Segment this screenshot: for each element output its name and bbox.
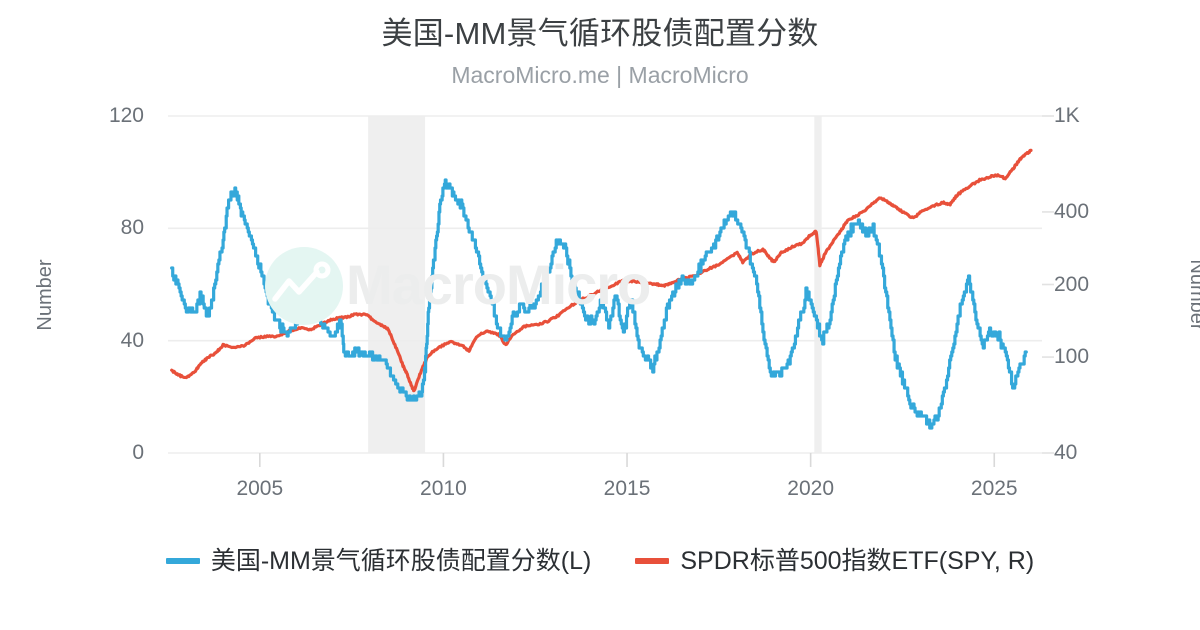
recession-band	[814, 116, 822, 453]
chart-subtitle: MacroMicro.me | MacroMicro	[451, 62, 749, 88]
y-tick-label-right: 100	[1054, 345, 1090, 369]
legend-label-red: SPDR标普500指数ETF(SPY, R)	[680, 547, 1035, 575]
x-tick-label: 2005	[236, 477, 284, 500]
y-tick-label-left: 80	[120, 216, 144, 240]
legend-swatch-red	[635, 558, 670, 564]
legend-item-red[interactable]: SPDR标普500指数ETF(SPY, R)	[635, 546, 1034, 576]
x-tick-label: 2025	[970, 477, 1018, 500]
left-axis-ticks: 0 40 80 120	[20, 0, 144, 630]
watermark-text: MacroMicro	[346, 253, 651, 316]
chart-legend: 美国-MM景气循环股债配置分数(L) SPDR标普500指数ETF(SPY, R…	[0, 546, 1200, 576]
page-title: 美国-MM景气循环股债配置分数	[381, 16, 819, 51]
y-tick-label-right: 200	[1054, 272, 1090, 296]
y-tick-label-left: 40	[120, 328, 144, 352]
legend-item-blue[interactable]: 美国-MM景气循环股债配置分数(L)	[165, 546, 592, 576]
x-tick-label: 2010	[420, 477, 467, 500]
y-tick-label-left: 120	[108, 104, 144, 127]
legend-swatch-blue	[165, 558, 200, 564]
right-axis-ticks: 40 100 200 400 1K	[1054, 0, 1178, 630]
y-tick-label-right: 40	[1054, 441, 1078, 464]
legend-label-blue: 美国-MM景气循环股债配置分数(L)	[210, 547, 592, 575]
y-tick-label-left: 0	[132, 441, 144, 464]
x-tick-label: 2015	[603, 477, 651, 500]
y-tick-label-right: 1K	[1054, 104, 1080, 127]
macromicro-logo-icon	[265, 247, 343, 325]
x-tick-label: 2020	[787, 477, 834, 500]
right-axis-title: Number	[1186, 259, 1200, 331]
y-tick-label-right: 400	[1054, 199, 1090, 223]
